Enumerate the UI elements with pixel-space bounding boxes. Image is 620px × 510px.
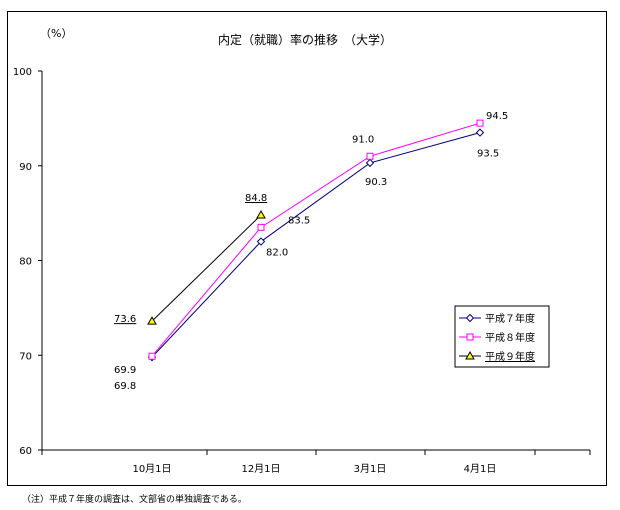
data-label: 90.3	[365, 177, 387, 188]
x-tick-label: 3月1日	[354, 463, 387, 475]
y-tick-label: 70	[19, 351, 32, 362]
legend-marker	[465, 350, 475, 360]
data-label: 69.8	[114, 381, 136, 392]
y-tick-label: 100	[13, 67, 32, 78]
series-line-3	[151, 214, 262, 322]
data-label: 83.5	[288, 215, 310, 226]
series-1-point	[256, 237, 266, 246]
series-1-point	[365, 158, 375, 168]
y-axis-unit: （%）	[40, 27, 72, 40]
data-label: 94.5	[486, 111, 508, 122]
series-2-point	[476, 119, 484, 127]
y-tick-label: 90	[19, 162, 32, 173]
legend-marker	[466, 333, 474, 341]
series-line-2	[151, 122, 481, 357]
data-label: 82.0	[266, 248, 288, 259]
series-3-point	[256, 210, 266, 219]
series-line-1	[151, 132, 481, 358]
data-label: 84.8	[245, 193, 267, 204]
footnote: （注）平成７年度の調査は、文部省の単独調査である。	[22, 495, 247, 505]
data-label: 69.9	[114, 365, 136, 376]
chart-title: 内定（就職）率の推移 （大学）	[218, 32, 392, 47]
data-label: 73.6	[114, 314, 136, 325]
x-tick-label: 4月1日	[464, 463, 497, 475]
series-1-point	[475, 128, 485, 137]
legend-entry: 平成９年度	[485, 350, 535, 363]
x-tick-label: 10月1日	[132, 463, 171, 475]
y-tick-label: 60	[19, 446, 32, 457]
series-3-point	[147, 316, 157, 325]
series-2-point	[148, 352, 156, 360]
y-tick-label: 80	[19, 257, 32, 268]
legend-marker	[465, 313, 475, 323]
series-2-point	[257, 223, 265, 231]
chart-frame	[7, 11, 607, 486]
legend-entry: 平成８年度	[485, 331, 535, 344]
legend-entry: 平成７年度	[485, 312, 535, 325]
series-2-point	[366, 152, 374, 160]
data-label: 91.0	[352, 134, 374, 145]
x-tick-label: 12月1日	[241, 463, 280, 475]
data-label: 93.5	[477, 149, 499, 160]
